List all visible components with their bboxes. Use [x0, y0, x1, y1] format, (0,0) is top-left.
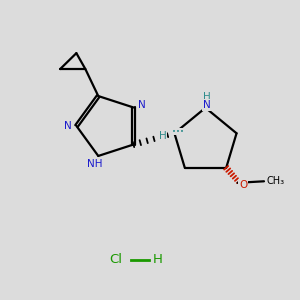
Text: Cl: Cl — [109, 253, 122, 266]
Text: H: H — [153, 253, 162, 266]
Text: H: H — [203, 92, 211, 102]
Text: O: O — [239, 180, 247, 190]
Text: H: H — [159, 131, 166, 141]
Text: N: N — [64, 121, 72, 131]
Text: •••: ••• — [172, 129, 184, 135]
Text: NH: NH — [87, 159, 102, 170]
Text: N: N — [203, 100, 211, 110]
Text: CH₃: CH₃ — [266, 176, 284, 186]
Text: N: N — [138, 100, 146, 110]
